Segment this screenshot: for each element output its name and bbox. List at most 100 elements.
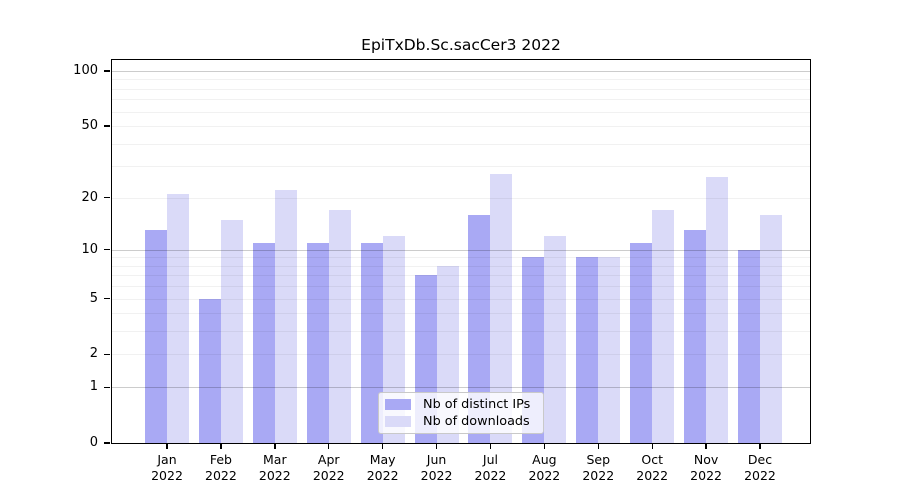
- gridline-minor: [112, 197, 810, 199]
- x-axis-tick-mark: [543, 444, 546, 449]
- y-axis-tick-label: 1: [89, 379, 98, 395]
- x-tick-year: 2022: [258, 468, 291, 483]
- bar-nb-of-downloads: [759, 214, 782, 443]
- bar-nb-of-distinct-ips: [198, 298, 221, 443]
- x-tick-year: 2022: [312, 468, 345, 483]
- bar-nb-of-downloads: [328, 210, 351, 443]
- bar-nb-of-distinct-ips: [630, 242, 653, 443]
- gridline-major: [112, 71, 810, 72]
- bar-nb-of-downloads: [598, 257, 621, 443]
- gridline-minor: [112, 331, 810, 333]
- bar-nb-of-downloads: [220, 219, 243, 443]
- y-axis-tick-label: 0: [89, 435, 98, 450]
- gridline-minor: [112, 313, 810, 315]
- x-axis-tick-label: Jun 2022: [407, 452, 467, 484]
- x-axis-tick-mark: [651, 444, 653, 449]
- bar-nb-of-distinct-ips: [576, 257, 599, 443]
- x-axis-tick-mark: [489, 444, 492, 449]
- x-tick-year: 2022: [528, 468, 561, 483]
- x-tick-year: 2022: [366, 468, 399, 483]
- x-axis-tick-label: Apr 2022: [299, 452, 359, 484]
- plot-area: Nb of distinct IPs Nb of downloads 0 1 2 5 10…: [73, 59, 811, 483]
- x-tick-month: Mar: [263, 452, 287, 467]
- x-axis-tick-label: Jul 2022: [460, 452, 520, 484]
- bar-nb-of-downloads: [167, 193, 189, 443]
- y-axis-tick-mark: [104, 442, 110, 444]
- gridline-minor: [112, 166, 810, 168]
- x-tick-month: Apr: [317, 452, 340, 467]
- x-axis-tick-mark: [759, 444, 761, 449]
- gridline-minor: [112, 257, 810, 259]
- bar-nb-of-downloads: [382, 236, 405, 443]
- gridline-major: [112, 387, 810, 389]
- x-axis-tick-label: Mar 2022: [245, 452, 305, 484]
- bar-nb-of-downloads: [544, 236, 567, 443]
- y-axis-tick-label: 50: [81, 118, 98, 134]
- bar-nb-of-distinct-ips: [145, 230, 167, 443]
- y-axis-tick-label: 5: [89, 290, 98, 306]
- x-tick-month: Jul: [482, 452, 498, 467]
- x-tick-month: Jan: [157, 452, 177, 467]
- y-axis-tick-mark: [104, 249, 110, 251]
- x-tick-year: 2022: [690, 468, 722, 483]
- legend-label: Nb of distinct IPs: [423, 397, 531, 412]
- x-axis-tick-mark: [597, 444, 599, 449]
- x-tick-month: Nov: [693, 452, 719, 467]
- bar-nb-of-distinct-ips: [737, 249, 760, 443]
- gridline-minor: [112, 126, 810, 128]
- x-axis-tick-label: Jan 2022: [137, 452, 197, 484]
- bar-nb-of-downloads: [490, 174, 513, 443]
- x-tick-year: 2022: [205, 468, 237, 483]
- legend-label: Nb of downloads: [423, 414, 530, 429]
- legend-swatch-nb-of-downloads: [385, 416, 411, 427]
- y-axis-tick-mark: [104, 125, 110, 127]
- gridline-minor: [112, 354, 810, 356]
- x-axis-tick-mark: [328, 444, 330, 449]
- gridline-minor: [112, 88, 810, 90]
- x-tick-year: 2022: [582, 468, 615, 483]
- bar-nb-of-distinct-ips: [360, 242, 383, 443]
- x-axis-tick-label: May 2022: [353, 452, 413, 484]
- y-axis-tick-label: 10: [81, 241, 98, 257]
- x-axis-tick-label: Nov 2022: [676, 452, 736, 484]
- chart-title: EpiTxDb.Sc.sacCer3 2022: [361, 36, 561, 54]
- y-axis-tick-mark: [104, 196, 110, 199]
- x-axis-tick-label: Sep 2022: [568, 452, 628, 484]
- x-axis-tick-mark: [435, 444, 438, 449]
- gridline-minor: [112, 111, 810, 113]
- y-axis-tick-mark: [104, 386, 110, 388]
- y-axis-tick-label: 20: [81, 189, 98, 205]
- legend-row: Nb of distinct IPs: [385, 397, 537, 412]
- x-tick-year: 2022: [151, 468, 183, 483]
- bar-nb-of-distinct-ips: [252, 242, 275, 443]
- x-axis-tick-mark: [274, 444, 276, 449]
- bar-nb-of-downloads: [652, 210, 675, 443]
- x-tick-year: 2022: [474, 468, 507, 483]
- x-tick-month: Dec: [747, 452, 773, 467]
- x-tick-year: 2022: [744, 468, 776, 483]
- x-axis-tick-mark: [166, 444, 168, 449]
- legend-swatch-nb-of-distinct-ips: [385, 399, 411, 410]
- x-tick-month: Oct: [641, 452, 663, 467]
- legend-row: Nb of downloads: [385, 414, 537, 429]
- legend: Nb of distinct IPs Nb of downloads: [378, 392, 544, 434]
- y-axis-tick-mark: [104, 353, 110, 356]
- x-tick-month: Sep: [586, 452, 611, 467]
- x-axis-tick-mark: [382, 444, 384, 449]
- x-axis-tick-mark: [220, 444, 222, 449]
- x-tick-year: 2022: [420, 468, 453, 483]
- x-axis-tick-label: Aug 2022: [514, 452, 574, 484]
- bar-nb-of-downloads: [274, 190, 297, 443]
- y-axis-tick-mark: [104, 297, 110, 300]
- gridline-minor: [112, 275, 810, 277]
- gridline-minor: [112, 286, 810, 288]
- bar-nb-of-distinct-ips: [468, 214, 491, 443]
- x-tick-month: Feb: [209, 452, 232, 467]
- y-axis-tick-label: 100: [73, 63, 98, 78]
- x-tick-month: Jun: [426, 452, 447, 467]
- bar-nb-of-distinct-ips: [684, 230, 707, 443]
- y-axis-tick-label: 2: [89, 346, 98, 362]
- bar-nb-of-downloads: [706, 177, 729, 443]
- x-axis-tick-label: Oct 2022: [622, 452, 682, 484]
